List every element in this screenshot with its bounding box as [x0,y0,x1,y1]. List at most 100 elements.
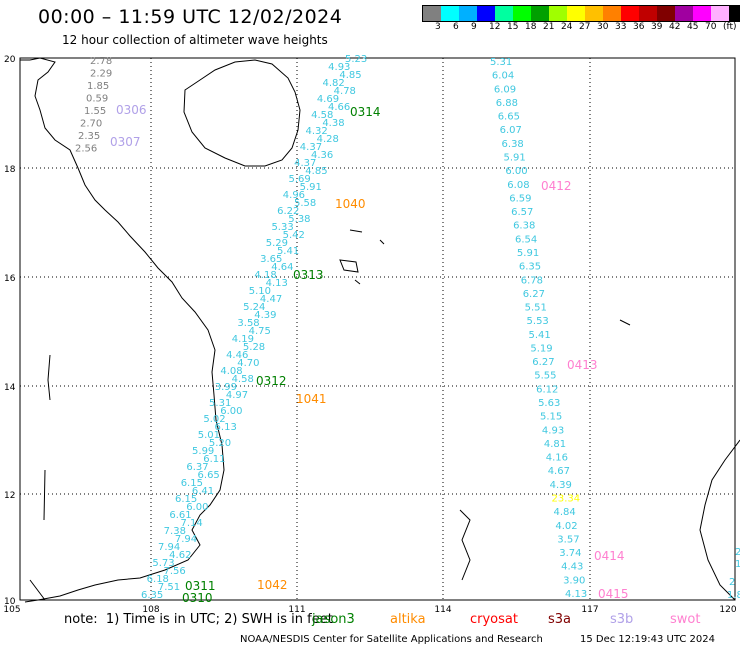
color-bar-swatch [441,6,459,21]
color-bar-swatch [531,6,549,21]
note-text: note: 1) Time is in UTC; 2) SWH is in fe… [64,612,333,627]
lon-label: 108 [142,605,159,615]
track-west-value: 4.46 [226,350,248,361]
track-east-value: 6.27 [532,357,554,368]
track-east-value: 4.43 [561,562,583,573]
track-west-value: 6.13 [215,422,237,433]
lon-label: 111 [288,605,305,615]
coastline [20,57,740,603]
track-east-value: 5.91 [517,248,539,259]
pass-label-0312: 0312 [256,374,287,388]
track-west-value: 4.58 [311,110,333,121]
track-west-value: 4.96 [283,190,305,201]
track-west-value: 4.18 [254,270,276,281]
lon-label: 120 [719,605,736,615]
track-west-value: 6.15 [181,478,203,489]
track-west-value: 5.01 [198,430,220,441]
track-west-value: 5.73 [152,558,174,569]
pass-label-0415: 0415 [598,587,629,601]
pass-label-0307: 0307 [110,135,141,149]
legend-item-s3a: s3a [548,612,572,627]
lon-label: 114 [434,605,451,615]
track-west-value: 5.29 [266,238,288,249]
track-west-value: 4.37 [294,158,316,169]
lon-label: 105 [3,605,20,615]
track-west-value: 4.97 [226,390,248,401]
track-east-value: 5.51 [525,303,547,314]
track-west-value: 4.85 [305,166,327,177]
track-west-value: 4.58 [232,374,254,385]
color-bar-label: 21 [543,22,555,32]
track-west-value: 4.08 [220,366,242,377]
color-bar-swatch [477,6,495,21]
track-east-value: 5.41 [528,330,550,341]
color-bar-swatch [675,6,693,21]
track-east-value: 6.27 [523,289,545,300]
track-west-value: 6.35 [141,590,163,601]
track-east-value: 5.15 [540,412,562,423]
pass-label-0413: 0413 [567,358,598,372]
track-east-value: 5.63 [538,398,560,409]
legend-item-cryosat: cryosat [470,612,518,627]
lat-label: 12 [4,491,15,501]
track-west-value: 6.00 [186,502,208,513]
gray-track-value: 2.78 [90,56,112,67]
edge-value: 2 [729,577,735,588]
pass-label-1041: 1041 [296,392,327,406]
track-west-value: 4.13 [266,278,288,289]
page-subtitle: 12 hour collection of altimeter wave hei… [62,33,328,47]
track-east-value: 4.81 [544,439,566,450]
track-east-value: 6.38 [513,221,535,232]
pass-label-0314: 0314 [350,105,381,119]
track-west-value: 7.94 [175,534,197,545]
track-west-value: 5.58 [294,198,316,209]
color-bar-swatch [711,6,729,21]
color-bar-label: 39 [651,22,663,32]
pass-label-0306: 0306 [116,103,147,117]
track-east-value: 6.54 [515,234,537,245]
color-bar-label: 33 [615,22,627,32]
color-bar-labels: 3 6 9 12 15 18 21 24 27 30 33 36 39 42 45 70 (ft) [422,22,740,34]
track-east-value: 5.53 [527,316,549,327]
track-west-value: 6.15 [175,494,197,505]
track-west-value: 5.28 [243,342,265,353]
track-east-value: 6.08 [507,180,529,191]
page-title: 00:00 – 11:59 UTC 12/02/2024 [38,6,343,28]
track-east-value: 6.04 [492,71,514,82]
track-west-value: 3.65 [260,254,282,265]
track-east-value: 5.19 [530,343,552,354]
color-bar-swatch [621,6,639,21]
pass-label-0311: 0311 [185,579,216,593]
color-bar-label: 45 [687,22,699,32]
track-east-value: 5.55 [534,371,556,382]
track-west-value: 5.69 [288,174,310,185]
pass-label-1042: 1042 [257,578,288,592]
track-west-value: 7.56 [164,566,186,577]
color-bar-label: 24 [561,22,573,32]
track-west-value: 7.94 [158,542,180,553]
track-east-value: 6.65 [498,112,520,123]
legend-item-s3b: s3b [610,612,634,627]
color-bar-label: (ft) [723,22,737,32]
legend-item-swot: swot [670,612,701,627]
color-bar-label: 12 [489,22,501,32]
footer-timestamp: 15 Dec 12:19:43 UTC 2024 [580,634,715,645]
lat-label: 16 [4,274,16,284]
track-east-value: 3.57 [557,534,579,545]
track-west-value: 4.36 [311,150,333,161]
color-bar [422,5,740,22]
track-west-value: 5.02 [203,414,225,425]
gray-track-value: 2.35 [78,131,100,142]
track-east-value: 3.90 [563,575,585,586]
pass-label-0414: 0414 [594,549,625,563]
gray-track-value: 0.59 [86,94,108,105]
color-bar-swatch [513,6,531,21]
color-bar-swatch [459,6,477,21]
track-east-value: 6.00 [505,166,527,177]
track-east-value: 6.07 [500,125,522,136]
color-bar-swatch [639,6,657,21]
color-bar-label: 42 [669,22,681,32]
track-west-value: 5.91 [300,182,322,193]
